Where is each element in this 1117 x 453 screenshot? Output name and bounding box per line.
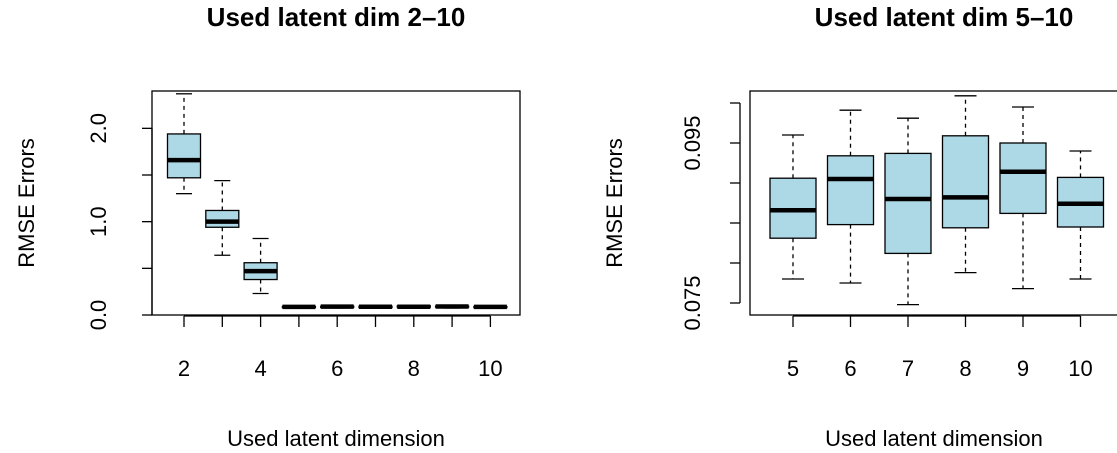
chart-title: Used latent dim 2–10 bbox=[207, 2, 466, 32]
y-tick-label: 2.0 bbox=[86, 113, 111, 144]
box-9 bbox=[999, 106, 1047, 290]
y-tick-label: 0.075 bbox=[680, 275, 705, 330]
x-tick-label: 6 bbox=[844, 356, 856, 381]
box-7 bbox=[358, 304, 393, 310]
box-8 bbox=[941, 95, 990, 274]
x-tick-label: 8 bbox=[408, 356, 420, 381]
chart-title: Used latent dim 5–10 bbox=[815, 2, 1074, 32]
box-iqr bbox=[826, 155, 875, 226]
y-axis-title: RMSE Errors bbox=[602, 138, 627, 268]
box-9 bbox=[434, 304, 470, 309]
x-tick-label: 10 bbox=[1068, 356, 1092, 381]
x-tick-label: 4 bbox=[254, 356, 266, 381]
box-iqr bbox=[205, 209, 240, 228]
box-3 bbox=[205, 179, 240, 256]
x-tick-label: 6 bbox=[331, 356, 343, 381]
box-7 bbox=[884, 117, 932, 306]
box-iqr bbox=[166, 133, 202, 179]
x-tick-label: 8 bbox=[959, 356, 971, 381]
box-iqr bbox=[884, 152, 932, 255]
y-axis-title: RMSE Errors bbox=[14, 138, 39, 268]
box-6 bbox=[826, 109, 875, 284]
box-2 bbox=[166, 93, 202, 195]
box-5 bbox=[281, 304, 317, 310]
box-4 bbox=[243, 237, 278, 295]
x-tick-label: 10 bbox=[478, 356, 502, 381]
x-tick-label: 2 bbox=[178, 356, 190, 381]
box-10 bbox=[473, 304, 508, 310]
x-tick-label: 9 bbox=[1017, 356, 1029, 381]
y-tick-label: 0.095 bbox=[680, 115, 705, 170]
box-8 bbox=[396, 304, 431, 310]
x-axis-title: Used latent dimension bbox=[825, 426, 1043, 451]
box-iqr bbox=[941, 135, 990, 229]
y-tick-label: 0.0 bbox=[86, 300, 111, 331]
boxplot-panel-right: Used latent dim 5–10 Used latent dimensi… bbox=[602, 2, 1117, 451]
x-tick-label: 7 bbox=[902, 356, 914, 381]
x-axis-title: Used latent dimension bbox=[227, 426, 445, 451]
x-tick-label: 5 bbox=[787, 356, 799, 381]
box-5 bbox=[769, 134, 817, 280]
box-6 bbox=[320, 304, 355, 309]
box-10 bbox=[1056, 150, 1105, 280]
plot-frame bbox=[151, 90, 521, 316]
boxplot-panel-left: Used latent dim 2–10 Used latent dimensi… bbox=[14, 2, 521, 451]
box-iqr bbox=[999, 142, 1047, 215]
y-tick-label: 1.0 bbox=[86, 206, 111, 237]
plot-frame bbox=[749, 90, 1117, 316]
